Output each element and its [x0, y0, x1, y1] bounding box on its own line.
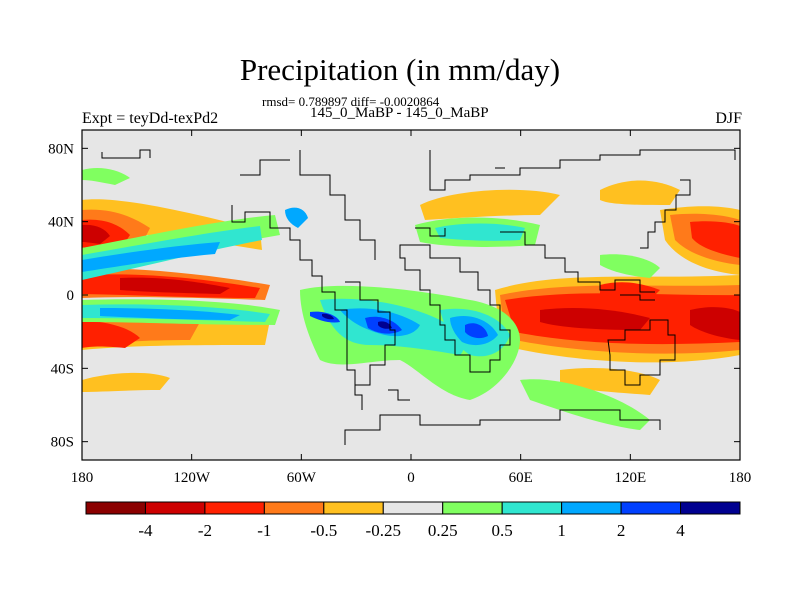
anomaly-patch: [100, 308, 240, 320]
lon-tick-label: 180: [729, 470, 752, 486]
anomaly-patch: [540, 307, 650, 330]
colorbar-swatch: [382, 501, 444, 515]
colorbar-label: -0.5: [310, 521, 337, 540]
longitude-axis: 180 120W 60W 0 60E 120E 180: [71, 130, 752, 486]
anomaly-patch: [600, 180, 680, 205]
anomaly-patch: [378, 321, 392, 329]
season-label: DJF: [715, 110, 742, 127]
coastline: [345, 281, 396, 386]
colorbar-swatch: [85, 501, 146, 515]
lon-tick-label: 180: [71, 470, 94, 486]
precipitation-field: [82, 149, 740, 445]
lon-tick-label: 120E: [614, 470, 646, 486]
anomaly-patch: [82, 224, 110, 244]
colorbar-swatch: [144, 501, 206, 515]
colorbar-label: -2: [198, 521, 212, 540]
colorbar-label: -4: [138, 521, 153, 540]
anomaly-patch: [322, 313, 334, 320]
coastline: [620, 294, 655, 301]
lat-tick-label: 40S: [51, 361, 74, 377]
anomaly-patch: [82, 320, 140, 348]
lat-tick-label: 0: [67, 288, 75, 304]
colorbar-swatch: [561, 501, 622, 515]
lon-tick-label: 120W: [173, 470, 211, 486]
anomaly-patch: [520, 379, 650, 430]
colorbar-label: 0.25: [428, 521, 458, 540]
colorbar-label: 4: [676, 521, 685, 540]
colorbar-label: 0.5: [492, 521, 513, 540]
colorbar-swatch: [263, 501, 325, 515]
lon-tick-label: 60E: [509, 470, 533, 486]
colorbar-swatch: [501, 501, 563, 515]
coastline: [500, 231, 655, 293]
coastline: [640, 179, 691, 249]
coastlines: [101, 149, 736, 445]
anomaly-patch: [120, 277, 230, 294]
colorbar-swatch: [620, 501, 682, 515]
anomaly-patch: [285, 207, 308, 228]
lat-tick-label: 80S: [51, 435, 74, 451]
coastline: [607, 319, 676, 386]
experiment-label: Expt = teyDd-texPd2: [82, 110, 219, 127]
anomaly-patch: [600, 254, 660, 278]
coastline: [344, 409, 661, 445]
anomaly-patch: [690, 307, 740, 340]
anomaly-patch: [82, 242, 220, 272]
lat-tick-label: 40N: [48, 215, 74, 231]
colorbar-label: -1: [257, 521, 271, 540]
colorbar-swatch: [323, 501, 384, 515]
coastline: [101, 149, 151, 159]
anomaly-patch: [465, 323, 488, 339]
anomaly-patch: [82, 167, 130, 185]
colorbar-label: -0.25: [366, 521, 401, 540]
colorbar-swatch: [442, 501, 503, 515]
coastline: [299, 150, 376, 260]
coastline: [415, 227, 446, 237]
latitude-axis: 80N 40N 0 40S 80S: [48, 141, 740, 451]
colorbar-label: 1: [557, 521, 566, 540]
colorbar-swatch: [204, 501, 265, 515]
colorbar-swatch: [680, 501, 741, 515]
colorbar: -4 -2 -1 -0.5 -0.25 0.25 0.5 1 2 4: [85, 501, 741, 540]
coastline: [399, 244, 511, 373]
coastline: [388, 389, 410, 401]
period-label: 145_0_MaBP - 145_0_MaBP: [310, 105, 489, 121]
anomaly-patch: [690, 221, 740, 258]
rmsd-diff-stats: rmsd= 0.789897 diff= -0.0020864: [262, 94, 440, 109]
lat-tick-label: 80N: [48, 141, 74, 157]
anomaly-patch: [420, 189, 560, 220]
colorbar-label: 2: [617, 521, 626, 540]
anomaly-patch: [435, 223, 525, 241]
coastline: [240, 159, 290, 176]
coastline: [429, 149, 736, 191]
lon-tick-label: 60W: [287, 470, 317, 486]
plot-title: Precipitation (in mm/day): [239, 52, 561, 87]
anomaly-patch: [82, 372, 170, 392]
coastline: [231, 205, 363, 410]
lon-tick-label: 0: [407, 470, 415, 486]
